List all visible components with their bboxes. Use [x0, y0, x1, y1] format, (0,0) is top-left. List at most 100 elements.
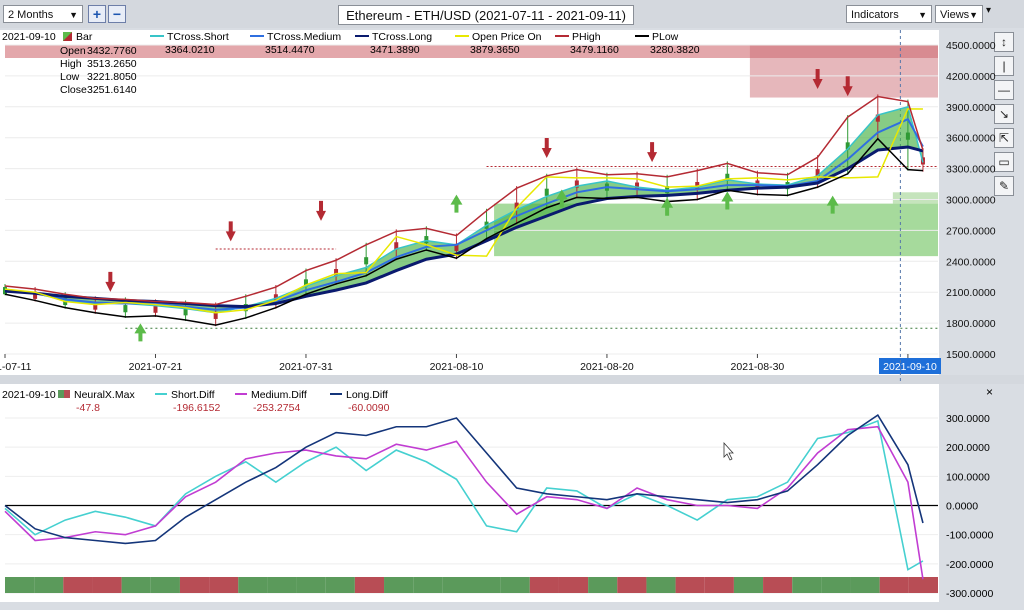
sell-arrow [225, 221, 236, 242]
y-tick-label: 2400.0000 [946, 256, 996, 268]
indicators-dropdown[interactable]: Indicators ▼ [846, 5, 932, 23]
y-tick-label: 1500.0000 [946, 349, 996, 361]
neuralx-bar [209, 577, 239, 593]
neuralx-bar [121, 577, 151, 593]
neuralx-bar [675, 577, 705, 593]
tool-button-1[interactable]: | [994, 56, 1014, 76]
price-series-line [4, 108, 923, 314]
chevron-down-icon: ▼ [969, 10, 978, 20]
legend-name: PLow [652, 31, 679, 43]
price-series-line [4, 137, 924, 326]
legend-date: 2021-09-10 [2, 389, 56, 401]
tool-button-3[interactable]: ↘ [994, 104, 1014, 124]
sell-arrow [105, 271, 116, 292]
candle-body [574, 180, 579, 188]
price-series-line [4, 95, 924, 306]
pin-icon[interactable]: ▾ [986, 5, 992, 16]
zoom-out-button[interactable]: − [108, 5, 126, 23]
ohlc-label: Open [60, 45, 86, 57]
neuralx-bar [704, 577, 734, 593]
x-tick-label: 2021-09-10 [883, 361, 937, 373]
legend-value: 3479.1160 [570, 44, 619, 56]
neuralx-bar [325, 577, 355, 593]
zoom-in-button[interactable]: + [88, 5, 106, 23]
diff-series-line [4, 425, 924, 580]
y-tick-label: 2100.0000 [946, 287, 996, 299]
timeframe-select[interactable]: 2 Months ▼ [3, 5, 83, 23]
x-tick-label: 2021-07-31 [279, 361, 333, 373]
ohlc-label: Close [60, 84, 87, 96]
tool-button-0[interactable]: ↕ [994, 32, 1014, 52]
timeframe-value: 2 Months [8, 9, 54, 21]
x-tick-label: 2021-08-20 [580, 361, 634, 373]
neuralx-bar [558, 577, 589, 593]
neuralx-bar [646, 577, 676, 593]
neuralx-bar [879, 577, 909, 593]
candle-body [123, 305, 128, 313]
candle-body [153, 305, 158, 313]
neuralx-bar [296, 577, 326, 593]
candle-body [334, 269, 339, 277]
candle-body [33, 291, 38, 299]
diff-series-line [4, 413, 924, 545]
candle-body [424, 236, 429, 244]
neuralx-bar [908, 577, 938, 593]
candle-body [364, 257, 369, 265]
candle-body [514, 202, 519, 210]
neuralx-bar [617, 577, 647, 593]
chevron-down-icon: ▼ [918, 10, 927, 20]
neuralx-bar [384, 577, 414, 593]
tool-button-4[interactable]: ⇱ [994, 128, 1014, 148]
chevron-down-icon: ▼ [69, 10, 78, 20]
ohlc-value: 3221.8050 [87, 71, 137, 83]
indicator-pane: × 300.0000 200.0000 100.0000 0.0000 -100.0000… [0, 384, 993, 602]
neuralx-bar [850, 577, 880, 593]
legend-name: Long.Diff [346, 389, 388, 401]
neuralx-bar [792, 577, 822, 593]
x-tick-label: 2021-07-11 [0, 361, 32, 373]
views-label: Views [940, 9, 970, 21]
legend-swatch [64, 390, 70, 398]
legend-name: Open Price On [472, 31, 542, 43]
candle-body [845, 142, 850, 150]
y-tick-label: 1800.0000 [946, 318, 996, 330]
y-tick-label: 3300.0000 [946, 164, 996, 176]
indicator-plot-area [0, 384, 939, 602]
neuralx-bar [92, 577, 122, 593]
ohlc-value: 3251.6140 [87, 84, 137, 96]
views-dropdown[interactable]: Views ▼ [935, 5, 983, 23]
tool-button-5[interactable]: ▭ [994, 152, 1014, 172]
candle-body [454, 243, 459, 251]
price-pane: 4500.0000 4200.0000 3900.0000 3600.0000 3300… [0, 30, 1024, 600]
legend-name: PHigh [572, 31, 601, 43]
tool-button-6[interactable]: ✎ [994, 176, 1014, 196]
neuralx-bar [34, 577, 64, 593]
neuralx-bar [588, 577, 618, 593]
candle-body [303, 279, 308, 287]
neuralx-bar [238, 577, 268, 593]
y-tick-label: 3900.0000 [946, 102, 996, 114]
sell-arrow [812, 68, 823, 89]
x-tick-label: 2021-07-21 [129, 361, 183, 373]
legend-name: Medium.Diff [251, 389, 307, 401]
neuralx-bar [267, 577, 297, 593]
buy-arrow [134, 323, 147, 342]
tool-button-2[interactable]: — [994, 80, 1014, 100]
bar-swatch [63, 32, 72, 41]
neuralx-bar [763, 577, 793, 593]
neuralx-bar [150, 577, 180, 593]
legend-name: Short.Diff [171, 389, 215, 401]
candle-body [905, 132, 910, 140]
neuralx-bar [471, 577, 501, 593]
neuralx-bar [354, 577, 385, 593]
legend-value: 3280.3820 [650, 44, 700, 56]
legend-date: 2021-09-10 [2, 31, 56, 43]
legend-value: -253.2754 [253, 402, 300, 414]
candle-body [635, 182, 640, 190]
neuralx-bar [442, 577, 472, 593]
buy-arrow [826, 195, 839, 214]
sell-arrow [842, 76, 853, 97]
legend-value: -60.0090 [348, 402, 390, 414]
